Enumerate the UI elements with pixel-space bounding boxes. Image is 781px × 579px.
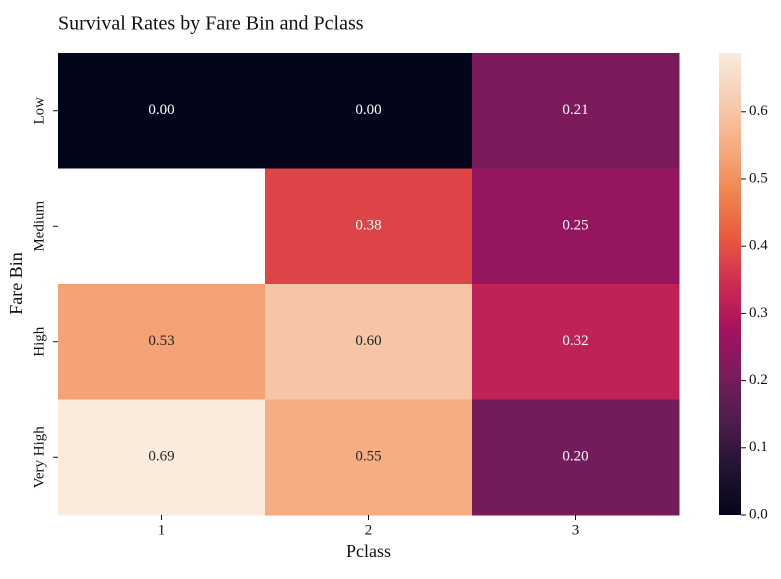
y-tick-label: High [31,326,47,357]
cell-value-label: 0.20 [562,449,588,465]
colorbar-tick-label: 0.6 [749,103,768,119]
y-tick-label: Low [31,97,47,125]
chart-title: Survival Rates by Fare Bin and Pclass [58,13,364,35]
heatmap-cell [472,168,680,285]
heatmap-cell [265,168,473,285]
y-axis-ticks: Low Medium High Very High [31,97,58,488]
colorbar [719,53,741,515]
cell-value-label: 0.00 [148,102,174,118]
heatmap-cell [472,399,680,516]
x-tick-label: 2 [365,522,373,538]
heatmap-cell [58,284,266,400]
colorbar-tick-label: 0.4 [749,238,768,254]
cell-value-label: 0.25 [562,218,588,234]
y-axis-label: Fare Bin [6,252,26,315]
cell-value-label: 0.38 [355,218,381,234]
heatmap-cell [265,284,473,400]
cell-value-label: 0.53 [148,333,174,349]
heatmap-cell [58,53,266,169]
heatmap-cell [58,399,266,516]
cell-value-label: 0.00 [355,102,381,118]
cell-value-label: 0.32 [562,333,588,349]
heatmap-cell [472,284,680,400]
x-axis-label: Pclass [346,541,391,561]
colorbar-tick-label: 0.2 [749,372,768,388]
x-axis-ticks: 1 2 3 [158,515,580,538]
heatmap-cell-labels: 0.00 0.00 0.21 0.38 0.25 0.53 0.60 0.32 0.69 0.55… [148,102,588,465]
y-tick-label: Medium [31,201,47,252]
colorbar-ticks: 0.0 0.1 0.2 0.3 0.4 0.5 0.6 [741,103,768,522]
colorbar-tick-label: 0.1 [749,439,768,455]
colorbar-tick-label: 0.3 [749,305,768,321]
y-tick-label: Very High [31,426,47,489]
heatmap-cell [58,168,266,285]
cell-value-label: 0.69 [148,449,174,465]
colorbar-tick-label: 0.0 [749,506,768,522]
heatmap-cell [472,53,680,169]
cell-value-label: 0.55 [355,449,381,465]
heatmap-cell [265,53,473,169]
x-tick-label: 1 [158,522,166,538]
cell-value-label: 0.60 [355,333,381,349]
heatmap-cells [58,53,680,516]
heatmap-cell [265,399,473,516]
x-tick-label: 3 [572,522,580,538]
colorbar-tick-label: 0.5 [749,170,768,186]
cell-value-label: 0.21 [562,102,588,118]
